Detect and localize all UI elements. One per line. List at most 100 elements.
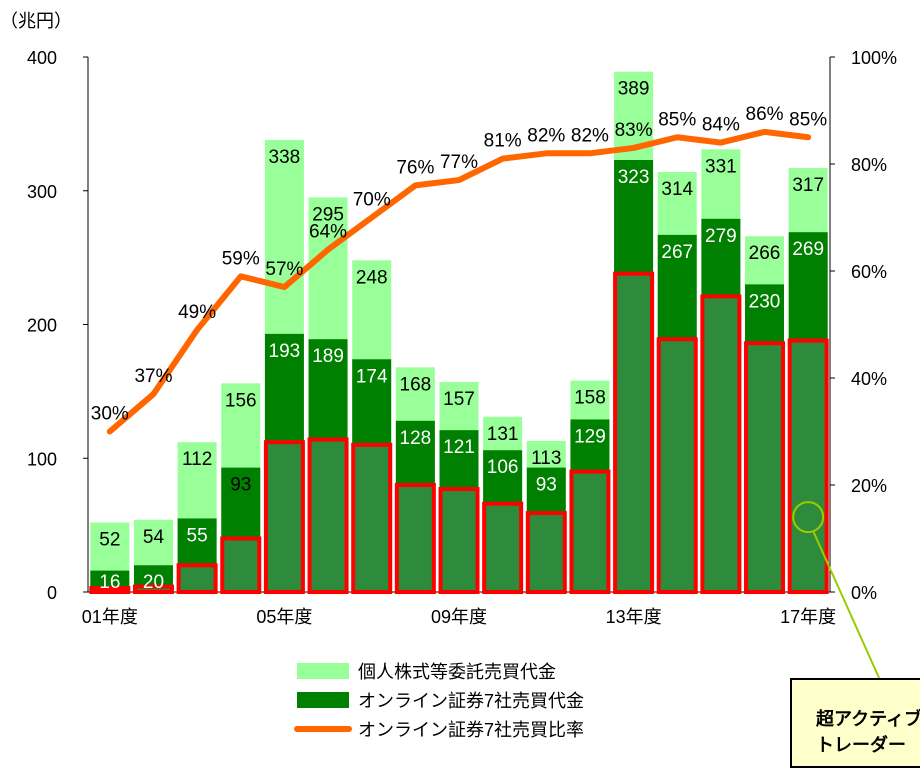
label-individual: 389	[618, 79, 650, 100]
bar-highlight	[176, 563, 218, 594]
highlight-bars	[89, 271, 829, 595]
label-individual: 158	[574, 388, 606, 409]
label-online: 106	[487, 457, 519, 478]
label-online: 20	[143, 572, 164, 593]
label-ratio: 76%	[396, 157, 434, 178]
y-tick-label: 0	[47, 583, 57, 603]
label-ratio: 85%	[789, 109, 827, 130]
label-online: 93	[230, 475, 251, 496]
ratio-polyline	[106, 128, 812, 435]
bar-highlight	[263, 440, 305, 595]
label-individual: 54	[143, 527, 165, 548]
label-ratio: 82%	[527, 125, 565, 146]
label-online: 174	[356, 366, 388, 387]
label-online: 55	[187, 525, 208, 546]
label-ratio: 82%	[571, 125, 609, 146]
label-ratio: 49%	[178, 302, 216, 323]
label-online: 128	[400, 428, 432, 449]
y-tick-label: 200	[27, 316, 57, 336]
y2-tick-label: 40%	[851, 369, 887, 389]
bar-highlight	[613, 271, 655, 594]
label-individual: 157	[443, 389, 475, 410]
label-ratio: 77%	[440, 152, 478, 173]
online-ratio-line	[106, 128, 812, 435]
ratio-labels: 30%37%49%59%57%64%70%76% 77%81% 82% 82% 83%8…	[91, 104, 827, 425]
label-individual: 156	[225, 390, 257, 411]
label-online: 269	[792, 239, 824, 260]
label-ratio: 37%	[134, 366, 172, 387]
y-tick-label: 300	[27, 182, 57, 202]
y2-tick-label: 100%	[851, 48, 897, 68]
label-online: 121	[443, 437, 475, 458]
bar-highlight	[787, 338, 829, 594]
y2-tick-label: 60%	[851, 262, 887, 282]
label-ratio: 83%	[615, 120, 653, 141]
x-tick-label: 05年度	[256, 607, 312, 627]
label-online: 129	[574, 426, 606, 447]
callout-circle	[792, 501, 825, 534]
axes: 0 100 200 300 400 0% 20% 40% 60% 80% 100% 01年度 05年度 0…	[27, 48, 897, 627]
legend-swatch-individual	[297, 663, 349, 679]
label-individual: 52	[99, 529, 120, 550]
label-ratio: 86%	[746, 104, 784, 125]
label-online: 16	[99, 572, 120, 593]
callout-leader	[812, 530, 881, 681]
label-individual: 331	[705, 156, 737, 177]
bar-highlight	[89, 585, 131, 594]
bar-highlight	[438, 487, 480, 595]
x-tick-label: 01年度	[82, 607, 138, 627]
legend-label: オンライン証券7社売買比率	[358, 720, 584, 740]
legend-label: オンライン証券7社売買代金	[358, 691, 584, 711]
label-individual: 112	[182, 449, 212, 470]
y2-tick-label: 20%	[851, 476, 887, 496]
label-individual: 314	[661, 179, 693, 200]
bar-highlight	[220, 536, 262, 594]
label-ratio: 59%	[222, 248, 260, 269]
label-individual: 131	[487, 424, 519, 445]
label-individual: 317	[792, 175, 824, 196]
label-ratio: 57%	[265, 259, 303, 280]
bar-labels: 52 54 112 156 338 295 248 168 157 131 113 158 389 314…	[99, 79, 824, 593]
bar-highlight	[482, 501, 524, 595]
label-online: 279	[705, 226, 737, 247]
label-individual: 338	[269, 147, 301, 168]
bar-highlight	[351, 442, 393, 594]
x-tick-label: 13年度	[606, 607, 662, 627]
label-online: 189	[312, 346, 344, 367]
label-online: 230	[749, 291, 781, 312]
bar-highlight	[307, 437, 349, 594]
label-ratio: 85%	[658, 109, 696, 130]
bar-highlight	[525, 511, 567, 595]
y-tick-label: 100	[27, 449, 57, 469]
label-ratio: 81%	[484, 131, 522, 152]
label-online: 323	[618, 167, 650, 188]
label-ratio: 30%	[91, 404, 129, 425]
label-ratio: 64%	[309, 222, 347, 243]
bar-highlight	[744, 341, 786, 594]
label-individual: 113	[531, 448, 561, 469]
bar-highlight	[132, 584, 174, 595]
legend-swatch-online	[297, 692, 349, 708]
callout-line-1: 超アクティブ	[816, 709, 920, 729]
x-tick-label: 17年度	[780, 607, 836, 627]
label-online: 267	[661, 242, 693, 263]
y2-tick-label: 80%	[851, 155, 887, 175]
y-tick-label: 400	[27, 48, 57, 68]
callout-line-2: トレーダー	[816, 735, 906, 755]
label-individual: 266	[749, 243, 781, 264]
label-individual: 248	[356, 267, 388, 288]
label-online: 193	[269, 341, 301, 362]
callout-marker	[792, 501, 881, 681]
bar-highlight	[700, 294, 742, 594]
bar-highlight	[394, 483, 436, 594]
bar-highlight	[656, 337, 698, 594]
label-ratio: 84%	[702, 115, 740, 136]
label-online: 93	[536, 475, 557, 496]
legend-label: 個人株式等委託売買代金	[358, 662, 556, 682]
label-individual: 295	[312, 204, 344, 225]
label-ratio: 70%	[353, 190, 391, 211]
trading-volume-chart: （兆円） 0 100 200 300 400 0% 20% 40% 60% 80% 100% 01年度…	[0, 11, 897, 740]
y-axis-unit-label: （兆円）	[0, 11, 72, 31]
label-individual: 168	[400, 374, 432, 395]
